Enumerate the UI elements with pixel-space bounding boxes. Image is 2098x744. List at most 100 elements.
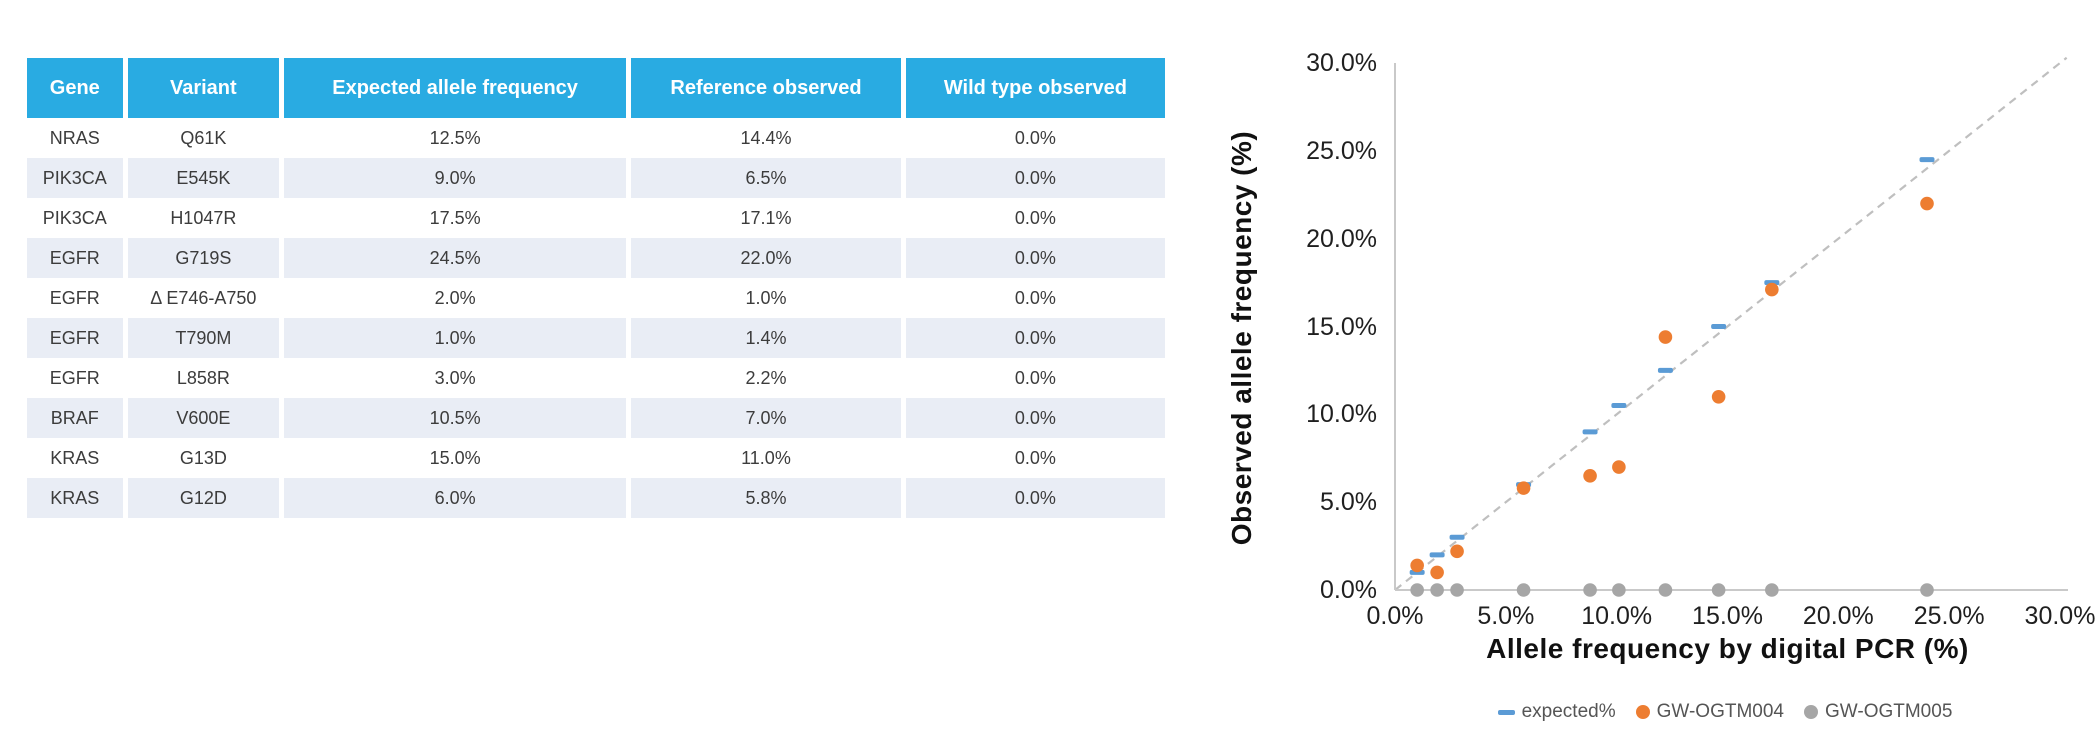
table-cell: 6.5% [631, 158, 901, 198]
marker-GW-OGTM004 [1410, 558, 1424, 573]
scatter-plot-svg [1394, 56, 2068, 597]
table-cell: 9.0% [284, 158, 627, 198]
table-cell: KRAS [27, 478, 123, 518]
header-cell: Reference observed [631, 58, 901, 118]
variant-table-body: NRAS Q61K 12.5% 14.4% 0.0% PIK3CA E545K 9.0% 6.5… [27, 118, 1165, 518]
marker-expected% [1657, 367, 1673, 373]
table-cell: 10.5% [284, 398, 627, 438]
table-cell: 0.0% [905, 318, 1165, 358]
y-tick-label: 10.0% [1306, 400, 1377, 429]
marker-expected% [1429, 552, 1445, 558]
marker-GW-OGTM005 [1765, 583, 1779, 597]
table-cell: 0.0% [905, 238, 1165, 278]
legend-item: GW-OGTM004 [1635, 701, 1784, 723]
y-tick-label: 25.0% [1306, 136, 1377, 165]
table-cell: E545K [127, 158, 280, 198]
table-cell: 0.0% [1014, 367, 1056, 388]
table-cell: 0.0% [905, 398, 1165, 438]
y-tick-label: 30.0% [1306, 49, 1377, 77]
table-cell: EGFR [49, 287, 100, 308]
table-cell: 0.0% [1014, 287, 1056, 308]
table-cell: EGFR [27, 238, 123, 278]
table-cell: G12D [127, 478, 280, 518]
table-cell: 1.4% [631, 318, 901, 358]
table-cell: 12.5% [429, 127, 481, 148]
x-tick-label: 5.0% [1477, 602, 1535, 630]
table-row: EGFR T790M 1.0% 1.4% 0.0% [27, 318, 1165, 358]
chart-legend: expected% GW-OGTM004 GW-OGTM005 [1360, 701, 2090, 723]
marker-GW-OGTM005 [1711, 583, 1726, 597]
table-cell: 17.1% [740, 207, 792, 228]
table-cell: EGFR [49, 367, 100, 388]
table-cell: 24.5% [284, 238, 627, 278]
marker-GW-OGTM004 [1711, 389, 1726, 404]
table-row: PIK3CA H1047R 17.5% 17.1% 0.0% [27, 198, 1165, 238]
table-cell: 2.2% [745, 367, 787, 388]
table-cell: 0.0% [1014, 207, 1056, 228]
table-cell: 0.0% [905, 158, 1165, 198]
table-cell: Q61K [180, 127, 227, 148]
table-cell: PIK3CA [42, 207, 107, 228]
legend-dot-swatch-icon [1635, 705, 1650, 719]
marker-GW-OGTM005 [1450, 583, 1464, 597]
marker-expected% [1764, 280, 1780, 286]
marker-expected% [1409, 569, 1425, 575]
marker-GW-OGTM004 [1450, 544, 1464, 559]
table-cell: Δ E746-A750 [150, 287, 257, 308]
marker-GW-OGTM004 [1765, 282, 1779, 297]
variant-table-header: Gene Variant Expected allele frequency Refe… [27, 58, 1165, 118]
marker-GW-OGTM005 [1583, 583, 1597, 597]
header-cell: Gene [27, 58, 123, 118]
y-tick-label: 15.0% [1306, 312, 1377, 341]
marker-GW-OGTM005 [1430, 583, 1444, 597]
x-tick-label: 30.0% [2024, 602, 2096, 630]
legend-dot-swatch-icon [1804, 705, 1818, 719]
legend-dash-swatch-icon [1497, 709, 1515, 715]
x-tick-label: 25.0% [1913, 602, 1985, 630]
table-cell: G719S [127, 238, 280, 278]
table-row: BRAF V600E 10.5% 7.0% 0.0% [27, 398, 1165, 438]
table-cell: 1.0% [284, 318, 627, 358]
marker-GW-OGTM004 [1920, 196, 1934, 211]
table-row: KRAS G13D 15.0% 11.0% 0.0% [27, 438, 1165, 478]
table-cell: V600E [127, 398, 280, 438]
variant-table: Gene Variant Expected allele frequency Refe… [22, 58, 1170, 518]
table-cell: 0.0% [1014, 447, 1056, 468]
table-row: EGFR Δ E746-A750 2.0% 1.0% 0.0% [27, 278, 1165, 318]
y-tick-label: 20.0% [1306, 224, 1377, 253]
y-tick-label: 0.0% [1320, 576, 1377, 604]
table-cell: 5.8% [631, 478, 901, 518]
table-row: PIK3CA E545K 9.0% 6.5% 0.0% [27, 158, 1165, 198]
scatter-chart: Observed allele frequency (%) 0.0% 5.0% 10… [1200, 0, 2098, 744]
marker-expected% [1449, 534, 1465, 540]
table-row: EGFR L858R 3.0% 2.2% 0.0% [27, 358, 1165, 398]
table-cell: H1047R [170, 207, 237, 228]
table-cell: 17.5% [429, 207, 481, 228]
table-cell: T790M [127, 318, 280, 358]
table-cell: 11.0% [741, 447, 791, 468]
marker-expected% [1611, 403, 1627, 409]
table-cell: 3.0% [434, 367, 476, 388]
table-cell: 1.0% [745, 287, 787, 308]
marker-GW-OGTM004 [1658, 330, 1673, 344]
x-tick-label: 15.0% [1692, 602, 1763, 630]
marker-GW-OGTM004 [1430, 565, 1444, 580]
legend-label: expected% [1521, 701, 1616, 722]
identity-reference-line [1394, 56, 2068, 591]
legend-item: GW-OGTM005 [1804, 701, 1952, 723]
table-cell: BRAF [27, 398, 123, 438]
table-cell: 0.0% [1014, 127, 1056, 148]
legend-item: expected% [1497, 701, 1616, 723]
x-axis-title: Allele frequency by digital PCR (%) [1486, 633, 1969, 664]
table-cell: 0.0% [905, 478, 1165, 518]
header-cell: Variant [127, 58, 280, 118]
table-row: EGFR G719S 24.5% 22.0% 0.0% [27, 238, 1165, 278]
table-cell: PIK3CA [27, 158, 123, 198]
marker-GW-OGTM005 [1410, 583, 1424, 597]
table-row: NRAS Q61K 12.5% 14.4% 0.0% [27, 118, 1165, 158]
x-axis-tick-labels: 0.0% 5.0% 10.0% 15.0% 20.0% 25.0% 30.0% [1367, 601, 2096, 633]
legend-label: GW-OGTM004 [1656, 701, 1784, 722]
table-cell: 7.0% [631, 398, 901, 438]
marker-GW-OGTM004 [1612, 460, 1626, 474]
table-cell: 22.0% [631, 238, 901, 278]
